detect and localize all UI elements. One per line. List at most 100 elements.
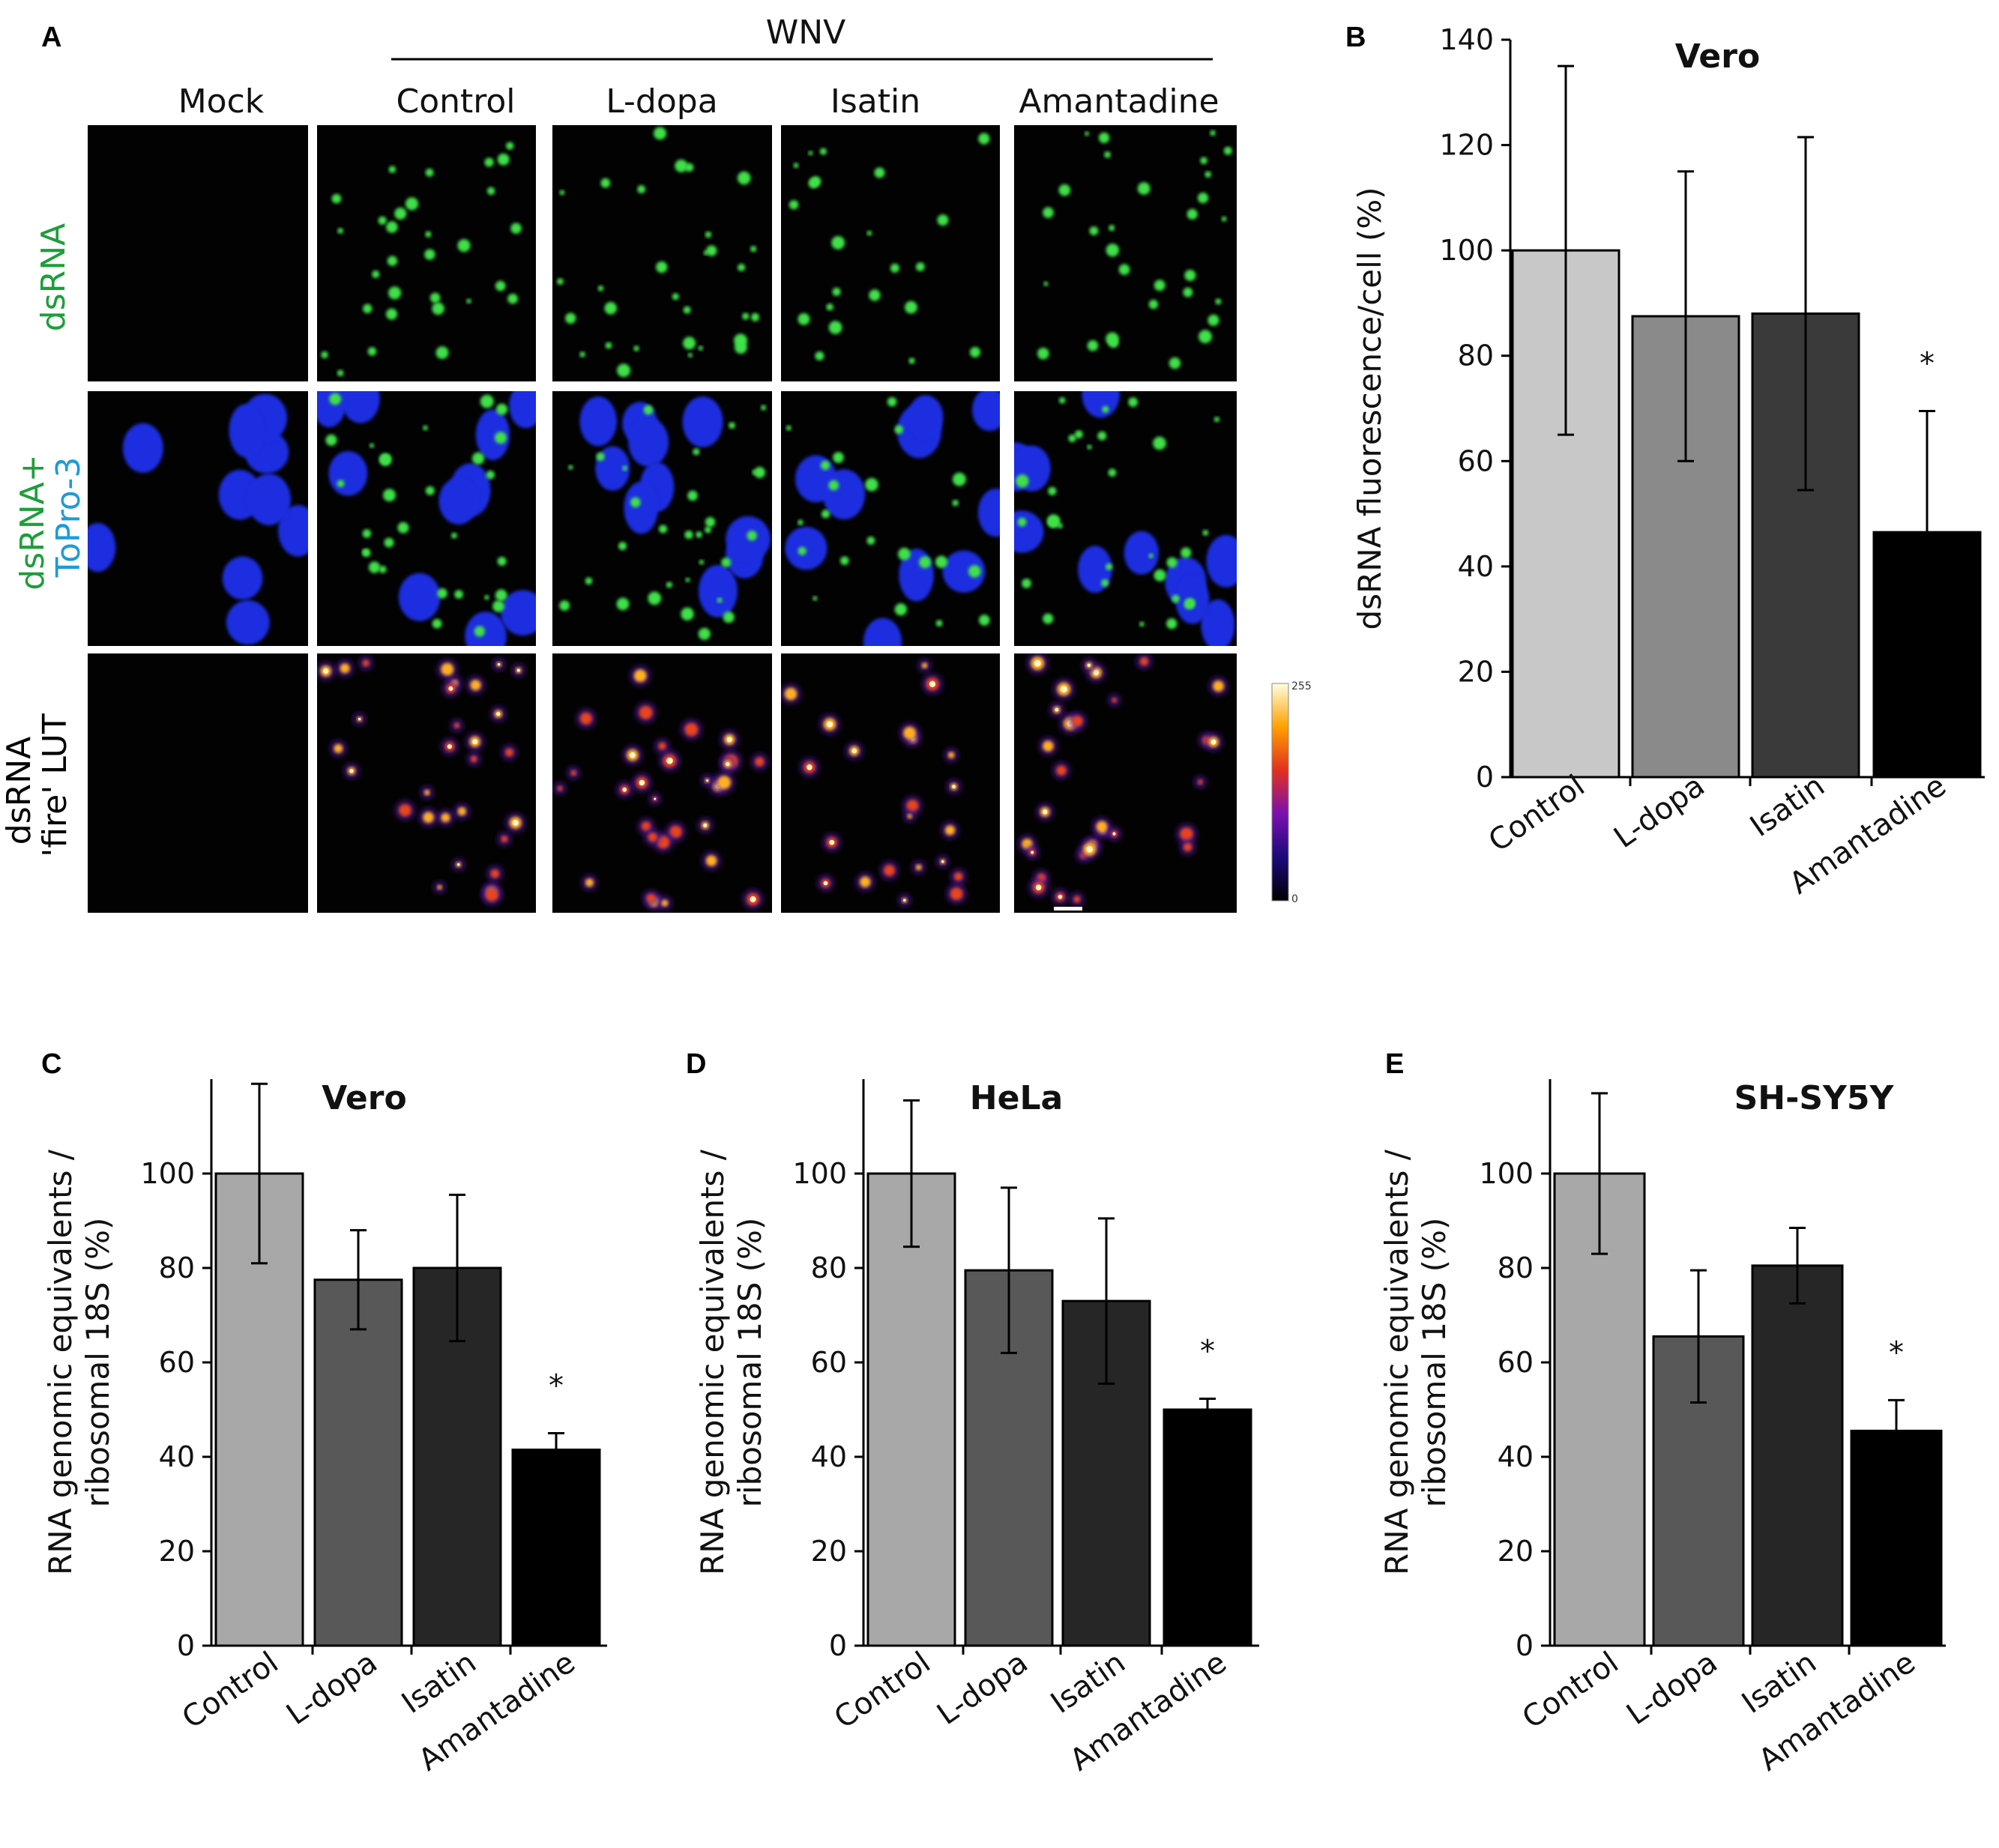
signal-spot [423, 812, 434, 823]
signal-spot [1200, 157, 1207, 165]
micrograph-r2-c4 [781, 391, 1000, 646]
nucleus-blob [222, 556, 263, 600]
signal-spot [646, 893, 655, 903]
nucleus-blob [863, 617, 902, 646]
signal-spot [580, 713, 592, 725]
y-tick-label: 80 [159, 1251, 195, 1284]
micrograph-r3-c4 [781, 653, 1000, 913]
signal-spot [1180, 827, 1193, 841]
signal-spot [454, 722, 460, 728]
signal-spot [840, 556, 849, 566]
signal-spot [954, 872, 963, 881]
panel-letter-e: E [1385, 1048, 1404, 1080]
signal-spot [1128, 397, 1139, 407]
signal-spot [1140, 657, 1148, 665]
bar-amantadine [1163, 1408, 1252, 1647]
signal-spot [905, 301, 917, 314]
signal-spot [325, 434, 337, 446]
signal-spot [705, 855, 717, 866]
signal-spot [486, 470, 495, 480]
signal-spot [919, 556, 932, 569]
signal-spot [337, 480, 345, 488]
signal-spot [643, 405, 654, 415]
colorbar-max-label: 255 [1291, 680, 1312, 692]
signal-spot [425, 168, 434, 177]
micrograph-r1-c4 [781, 125, 1000, 381]
signal-spot [340, 663, 350, 674]
y-axis-label: RNA genomic equivalents /ribosomal 18S (… [1378, 1149, 1453, 1575]
y-tick-label: 100 [140, 1157, 195, 1190]
signal-spot [604, 302, 618, 315]
nucleus-blob [726, 516, 771, 562]
signal-spot [1072, 716, 1083, 727]
signal-hotspot [1093, 669, 1100, 676]
signal-hotspot [1034, 659, 1041, 667]
signal-hotspot [806, 764, 812, 770]
y-tick-label: 140 [1439, 23, 1494, 56]
nucleus-blob [398, 573, 441, 621]
signal-spot [1074, 430, 1083, 439]
nucleus-blob [1124, 531, 1159, 575]
y-axis-label: RNA genomic equivalents /ribosomal 18S (… [42, 1149, 116, 1575]
signal-spot [559, 600, 570, 612]
panel-letter-d: D [686, 1048, 706, 1080]
bar-l-dopa [313, 1278, 403, 1647]
signal-spot [808, 151, 813, 156]
signal-spot [921, 662, 928, 668]
signal-spot [337, 228, 344, 234]
nucleus-blob [465, 612, 507, 646]
signal-spot [441, 662, 454, 676]
signal-spot [394, 207, 407, 220]
signal-spot [432, 618, 442, 629]
column-label-l-dopa: L-dopa [606, 82, 717, 121]
row-label-dsrna: dsRNA [34, 223, 73, 331]
chart-title: Vero [322, 1079, 406, 1117]
signal-spot [399, 804, 411, 817]
signal-spot [437, 588, 447, 599]
signal-hotspot [472, 739, 478, 745]
nucleus-blob [942, 550, 986, 593]
signal-spot [721, 558, 732, 568]
y-tick-label: 80 [811, 1251, 847, 1284]
signal-spot [906, 800, 919, 812]
micrograph-content [321, 142, 522, 377]
signal-spot [1102, 405, 1109, 413]
signal-spot [435, 346, 449, 360]
signal-spot [1166, 618, 1178, 629]
signal-spot [952, 499, 959, 507]
signal-hotspot [941, 860, 944, 863]
y-tick-label: 0 [1516, 1629, 1534, 1662]
signal-spot [1181, 547, 1192, 558]
signal-spot [952, 472, 966, 486]
signal-spot [380, 454, 391, 465]
signal-spot [705, 517, 716, 528]
signal-hotspot [497, 663, 501, 666]
signal-spot [683, 306, 691, 314]
signal-hotspot [851, 748, 857, 754]
signal-spot [388, 166, 397, 173]
signal-spot [734, 333, 748, 348]
micrograph-r1-c3 [552, 125, 772, 381]
nucleus-blob [1206, 534, 1237, 588]
signal-spot [1184, 842, 1193, 851]
signal-hotspot [512, 819, 519, 826]
signal-spot [750, 246, 757, 253]
signal-spot [703, 250, 709, 256]
nucleus-blob [1014, 510, 1044, 553]
signal-spot [887, 396, 897, 407]
signal-spot [656, 261, 668, 274]
signal-spot [367, 347, 377, 356]
chart-title: SH-SY5Y [1734, 1079, 1895, 1117]
signal-spot [786, 425, 792, 431]
signal-spot [1058, 396, 1066, 404]
signal-spot [405, 197, 419, 211]
micrograph-content [1037, 130, 1232, 369]
signal-spot [397, 522, 409, 534]
signal-spot [698, 345, 704, 351]
signal-spot [1172, 594, 1180, 603]
signal-spot [423, 789, 430, 796]
nucleus-blob [698, 564, 738, 617]
column-label-mock: Mock [178, 82, 265, 121]
signal-spot [874, 167, 885, 178]
signal-spot [1106, 244, 1120, 257]
